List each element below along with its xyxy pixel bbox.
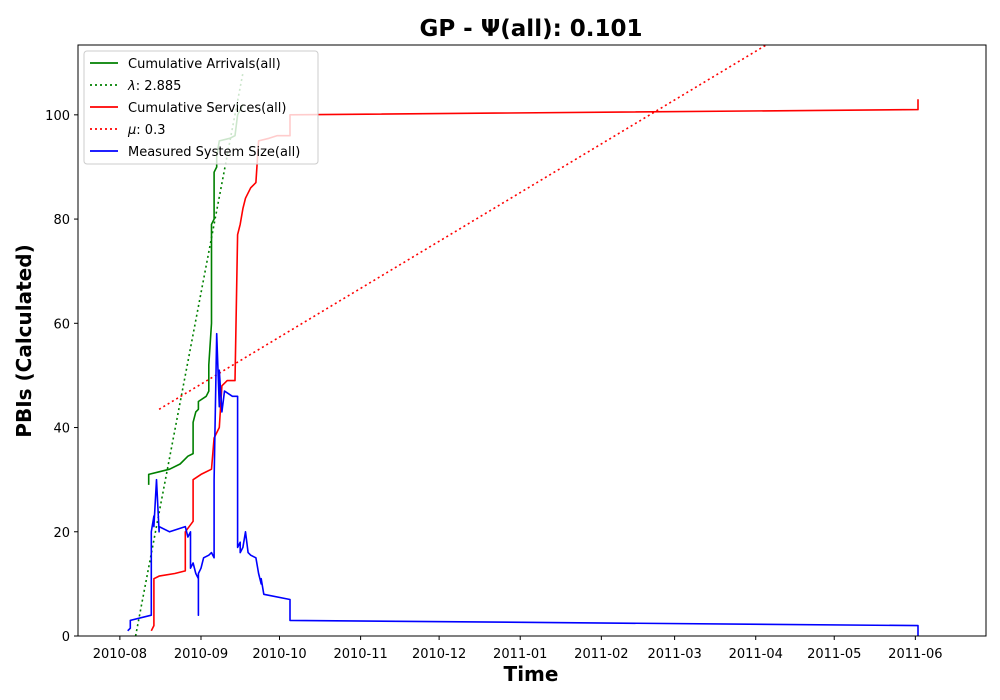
legend-label: Cumulative Arrivals(all) — [128, 57, 281, 72]
chart-title: GP - Ψ(all): 0.101 — [419, 16, 642, 42]
y-tick-label: 0 — [62, 630, 70, 645]
y-tick-label: 40 — [53, 422, 70, 437]
y-tick-label: 20 — [53, 526, 70, 541]
x-axis-label: Time — [504, 662, 559, 686]
x-axis: 2010-08 2010-09 2010-10 2010-11 2010-12 2011-… — [93, 636, 943, 662]
y-tick-label: 60 — [53, 317, 70, 332]
x-tick-label: 2011-04 — [729, 647, 783, 662]
legend-label: μ: 0.3 — [127, 123, 165, 138]
x-tick-label: 2010-10 — [252, 647, 306, 662]
legend-frame — [83, 50, 319, 165]
x-tick-label: 2011-05 — [807, 647, 861, 662]
y-axis-label: PBIs (Calculated) — [12, 244, 36, 437]
x-tick-label: 2011-06 — [888, 647, 942, 662]
x-tick-label: 2010-08 — [93, 647, 147, 662]
x-tick-label: 2011-01 — [493, 647, 547, 662]
x-tick-label: 2010-12 — [412, 647, 466, 662]
x-tick-label: 2010-09 — [174, 647, 228, 662]
y-axis: 0 20 40 60 80 100 — [45, 109, 78, 645]
legend: Cumulative Arrivals(all) λ: 2.885 Cumulati… — [83, 50, 319, 165]
series-line-3 — [158, 45, 767, 410]
plot-area-frame — [77, 44, 987, 637]
legend-label: Measured System Size(all) — [128, 145, 300, 160]
series-line-1 — [134, 72, 244, 636]
y-tick-label: 100 — [45, 109, 70, 124]
y-tick-label: 80 — [53, 213, 70, 228]
series-line-4 — [127, 332, 919, 636]
x-tick-label: 2010-11 — [333, 647, 387, 662]
legend-label: Cumulative Services(all) — [128, 101, 286, 116]
legend-label: λ: 2.885 — [127, 79, 181, 94]
x-tick-label: 2011-02 — [574, 647, 628, 662]
x-tick-label: 2011-03 — [647, 647, 701, 662]
